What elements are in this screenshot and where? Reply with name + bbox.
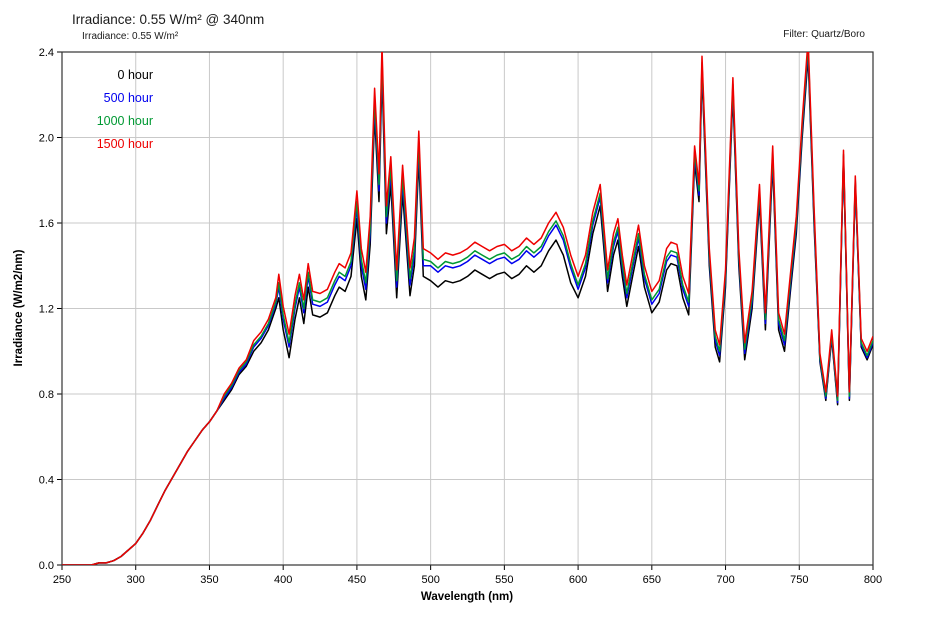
x-tick-label-650: 650: [643, 574, 661, 586]
x-tick-label-400: 400: [274, 574, 292, 586]
x-tick-label-500: 500: [421, 574, 439, 586]
tick-labels: 250 300 350 400 450 500 550 600 650 700 750 800 0.0 0…: [39, 47, 882, 586]
y-tick-label-2.4: 2.4: [39, 47, 54, 59]
y-tick-label-1.6: 1.6: [39, 218, 54, 230]
legend: 0 hour 500 hour 1000 hour 1500 hour: [50, 64, 153, 156]
axis-ticks: [57, 51, 874, 570]
legend-item-1000-hour: 1000 hour: [96, 114, 153, 128]
y-tick-label-0.0: 0.0: [39, 560, 54, 572]
spectra-curves: [62, 52, 873, 565]
filter-note: Filter: Quartz/Boro: [783, 29, 865, 40]
y-tick-label-0.8: 0.8: [39, 389, 54, 401]
x-tick-label-350: 350: [200, 574, 218, 586]
x-tick-label-450: 450: [348, 574, 366, 586]
legend-item-0-hour: 0 hour: [117, 68, 153, 82]
legend-item-1500-hour: 1500 hour: [96, 137, 153, 151]
y-axis-title: Irradiance (W/m2/nm): [13, 249, 25, 366]
series-line-1500-hour: [62, 52, 873, 565]
x-tick-label-700: 700: [716, 574, 734, 586]
x-tick-label-550: 550: [495, 574, 513, 586]
x-axis-title: Wavelength (nm): [421, 591, 513, 603]
x-tick-label-800: 800: [864, 574, 882, 586]
y-tick-label-0.4: 0.4: [39, 475, 54, 487]
chart-subtitle: Irradiance: 0.55 W/m²: [82, 31, 179, 42]
x-tick-label-750: 750: [790, 574, 808, 586]
page-title: Irradiance: 0.55 W/m² @ 340nm: [72, 12, 265, 27]
x-tick-label-600: 600: [569, 574, 587, 586]
legend-item-500-hour: 500 hour: [103, 91, 153, 105]
x-tick-label-300: 300: [127, 574, 145, 586]
series-line-1000-hour: [62, 52, 873, 565]
plot-border: [61, 51, 874, 566]
y-tick-label-2.0: 2.0: [39, 133, 54, 145]
y-tick-label-1.2: 1.2: [39, 304, 54, 316]
x-tick-label-250: 250: [53, 574, 71, 586]
